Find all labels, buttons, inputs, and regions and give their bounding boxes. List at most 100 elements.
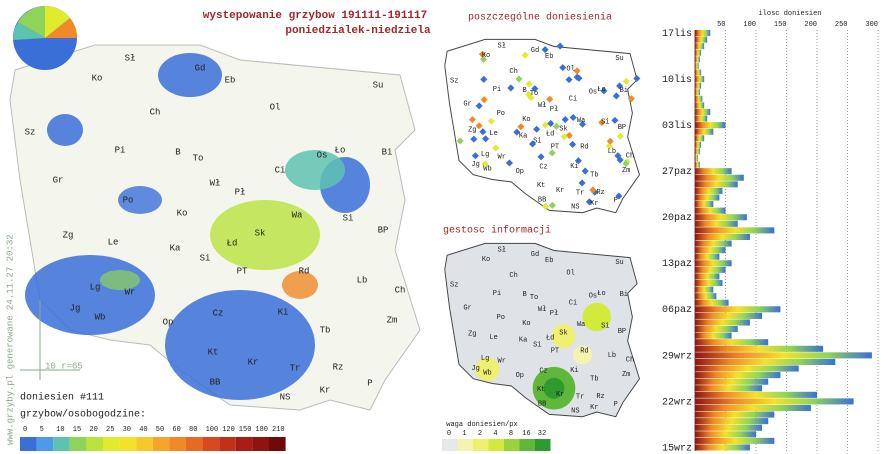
report-point — [525, 90, 533, 99]
region-label: Lb — [357, 275, 368, 285]
bar — [695, 437, 775, 444]
legend-swatch — [119, 437, 137, 451]
region-label: Wb — [483, 369, 491, 377]
region-label: Tb — [590, 376, 598, 384]
y-tick-label: 13paz — [662, 259, 692, 270]
region-label: Gd — [531, 251, 539, 259]
bar — [695, 293, 717, 300]
density-title: gestosc informacji — [443, 225, 551, 237]
region-label: Bi — [620, 87, 628, 95]
bar — [695, 227, 775, 234]
report-point — [615, 192, 623, 200]
region-label: Sk — [559, 126, 567, 134]
legend-label: 5 — [40, 426, 44, 434]
region-label: Ka — [519, 133, 527, 141]
region-label: To — [530, 90, 538, 98]
region-label: Łd — [546, 334, 554, 342]
report-point — [471, 152, 479, 160]
region-label: Tb — [590, 172, 598, 180]
bar — [695, 76, 705, 83]
bar — [695, 358, 836, 365]
bar — [695, 102, 705, 109]
region-label: Wa — [577, 117, 585, 125]
report-point — [573, 67, 581, 75]
report-point — [606, 137, 614, 145]
region-label: Ch — [395, 285, 406, 295]
bar — [695, 148, 700, 155]
region-label: Si — [601, 118, 609, 126]
region-label: Lb — [608, 352, 616, 360]
legend-swatch — [53, 437, 70, 451]
report-point — [565, 76, 573, 84]
region-label: Lb — [608, 148, 616, 156]
region-label: Gr — [463, 304, 471, 312]
density-swatch — [519, 439, 535, 451]
region-label: Wł — [538, 306, 546, 314]
y-tick-label: 22wrz — [662, 397, 692, 408]
region-label: Su — [373, 80, 384, 90]
region-label: Jg — [471, 365, 479, 373]
report-point — [480, 55, 488, 63]
x-tick-label: 150 — [774, 21, 787, 29]
density-swatch — [442, 439, 458, 451]
density-label: 16 — [522, 430, 530, 438]
region-label: Ch — [626, 357, 634, 365]
region-label: Ci — [569, 96, 577, 104]
bar — [695, 398, 854, 405]
legend-swatch — [235, 437, 253, 451]
report-point — [600, 87, 608, 95]
report-point — [480, 75, 488, 83]
region-label: P — [614, 401, 618, 409]
region-label: Ol — [566, 66, 574, 74]
region-label: Jg — [70, 303, 81, 313]
region-label: Op — [516, 168, 524, 176]
report-point — [548, 149, 556, 157]
legend-swatch — [269, 437, 286, 451]
report-point — [552, 122, 560, 130]
bar — [695, 122, 726, 129]
region-label: Ch — [509, 68, 517, 76]
legend-label: 100 — [206, 426, 219, 434]
chart-title: ilosc doniesien — [758, 10, 821, 18]
y-tick-label: 06paz — [662, 305, 692, 316]
legend-label: 210 — [272, 426, 285, 434]
bar — [695, 135, 705, 142]
y-tick-label: 27paz — [662, 167, 692, 178]
pie — [12, 5, 78, 70]
bar — [695, 30, 711, 37]
bar — [695, 240, 732, 247]
bar — [695, 95, 703, 102]
region-label: PT — [551, 144, 559, 152]
region-label: Ło — [597, 86, 605, 94]
subtitle: poniedzialek-niedziela — [285, 25, 431, 37]
region-label: Kt — [537, 182, 545, 190]
region-label: Eb — [545, 257, 553, 265]
points-title: poszczególne doniesienia — [468, 12, 612, 24]
legend-swatch — [186, 437, 203, 451]
bar — [695, 424, 763, 431]
y-tick-label: 17lis — [662, 28, 692, 40]
region-label: Pł — [550, 310, 558, 318]
bar — [695, 49, 702, 56]
density-swatch — [473, 439, 489, 451]
region-label: Si — [343, 213, 354, 223]
region-label: Wr — [125, 287, 136, 297]
legend-swatch — [86, 437, 103, 451]
region-label: Ch — [150, 107, 161, 117]
report-point — [533, 125, 541, 133]
watermark: www.grzyby.pl generowane 24.11.27 20:32 — [5, 234, 15, 445]
report-point — [470, 135, 478, 143]
bar — [695, 286, 714, 293]
report-point — [513, 128, 521, 136]
region-label: Tb — [320, 325, 331, 335]
region-label: BB — [210, 377, 221, 387]
region-label: NS — [571, 407, 579, 415]
bar — [695, 345, 824, 352]
region-label: BP — [618, 124, 626, 132]
region-label: Eb — [545, 53, 553, 61]
region-label: Pł — [550, 106, 558, 114]
region-label: Wa — [292, 210, 303, 220]
region-label: Op — [163, 317, 174, 327]
region-label: Zg — [468, 330, 476, 338]
